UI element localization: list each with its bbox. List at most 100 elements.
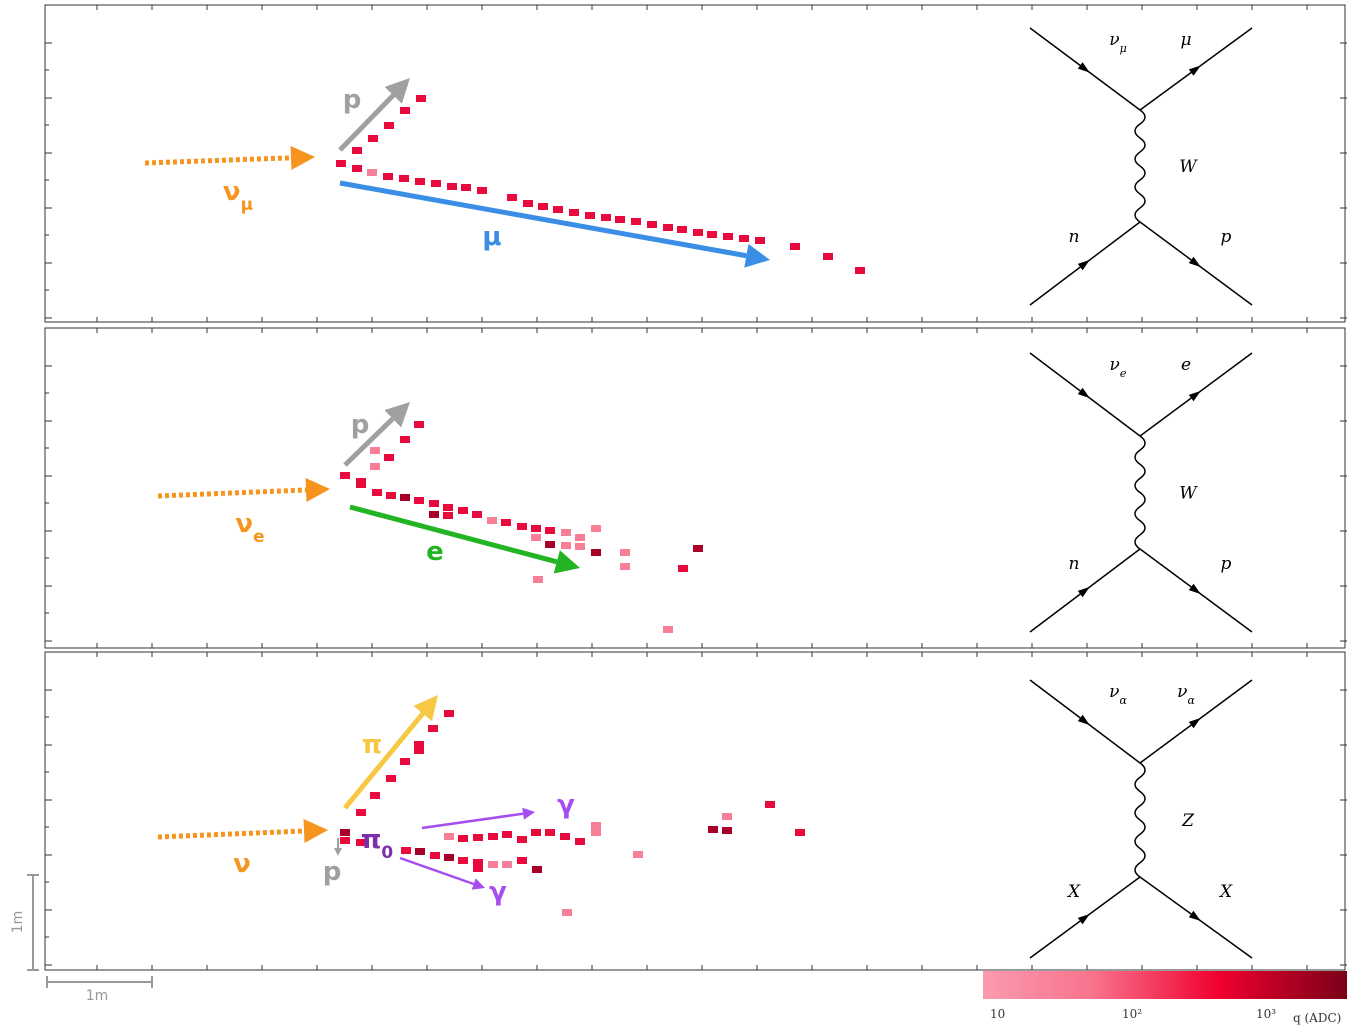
detector-hit [352,147,362,154]
detector-hit [545,527,555,534]
detector-hit [472,511,482,518]
detector-hit [615,216,625,223]
detector-hit [531,829,541,836]
particle-label-symbol: ν [235,509,253,539]
colorbar [983,971,1347,999]
detector-hit [575,543,585,550]
detector-hit [458,857,468,864]
feynman-label-subscript: α [1187,694,1195,707]
feynman-label-subscript: μ [1120,42,1127,55]
detector-hit [663,626,673,633]
particle-label: π [362,730,383,760]
colorbar-tick: 10³ [1256,1007,1276,1021]
detector-hit [383,173,393,180]
fermion-arrow [1078,62,1090,72]
detector-hit [370,792,380,799]
particle-label: p [343,85,362,115]
detector-hit [591,829,601,836]
detector-hit [444,854,454,861]
detector-hit [647,221,657,228]
detector-hit [575,534,585,541]
detector-hit [855,267,865,274]
scale-label: 1m [10,911,26,934]
detector-hit [352,165,362,172]
arrow-head [291,146,315,170]
arrow-head [306,478,330,502]
detector-hit [575,838,585,845]
track-arrow [350,507,557,562]
feynman-label: νe [1110,355,1127,380]
detector-hit [722,813,732,820]
detector-hit [400,494,410,501]
detector-hit [386,492,396,499]
fermion-arrow [1078,388,1090,398]
particle-label: p [323,857,342,887]
detector-hit [400,758,410,765]
feynman-label-symbol: ν [1110,355,1120,375]
detector-hit [722,827,732,834]
detector-hit [765,801,775,808]
detector-hit [386,775,396,782]
detector-hit [488,861,498,868]
detector-hit [356,809,366,816]
particle-label-symbol: π [361,825,382,855]
feynman-label: X [1218,882,1233,902]
fermion-arrow [1189,718,1201,728]
detector-hit [591,549,601,556]
detector-hit [384,122,394,129]
feynman-label: Z [1181,811,1195,831]
feynman-label: W [1179,484,1198,504]
feynman-label: νμ [1109,30,1127,55]
detector-hit [414,421,424,428]
feynman-label: n [1069,554,1080,574]
particle-label: π0 [361,825,393,862]
detector-hit [447,183,457,190]
detector-hit [561,542,571,549]
detector-hit [591,822,601,829]
detector-hit [384,454,394,461]
detector-hit [502,861,512,868]
arrow-head [304,819,328,843]
detector-hit [531,525,541,532]
fermion-arrow [1189,584,1201,594]
feynman-label: e [1181,355,1191,375]
detector-hit [340,472,350,479]
boson-line [1135,110,1145,222]
detector-hit [372,489,382,496]
detector-hit [461,184,471,191]
detector-hit [340,837,350,844]
particle-label-subscript: 0 [381,842,393,862]
particle-label: νe [235,509,264,546]
feynman-label: p [1221,554,1232,574]
fermion-arrow [1189,257,1201,267]
page: 10 10² 10³ q (ADC) 1m 1m νμpμνepeνπpπ0γγ… [0,0,1347,1025]
detector-hit [400,107,410,114]
detector-hit [502,831,512,838]
event-display: 10 10² 10³ q (ADC) 1m 1m νμpμνepeνπpπ0γγ… [0,0,1347,1025]
arrow-head [522,808,535,820]
detector-hit [367,169,377,176]
colorbar-label: q (ADC) [1293,1011,1341,1025]
detector-hit [415,848,425,855]
detector-hit [473,859,483,866]
panel-frame [45,5,1345,322]
arrow-head [472,878,485,889]
detector-hit [677,226,687,233]
detector-hit [707,231,717,238]
detector-hit [370,447,380,454]
feynman-label: να [1177,682,1195,707]
feynman-label: μ [1180,30,1191,50]
panel-frame [45,328,1345,648]
boson-line [1135,763,1145,877]
detector-hit [678,565,688,572]
detector-hit [533,576,543,583]
detector-hit [517,836,527,843]
detector-hit [739,235,749,242]
detector-hit [443,512,453,519]
detector-hit [429,511,439,518]
feynman-label: n [1069,227,1080,247]
feynman-label: p [1221,227,1232,247]
particle-label: γ [489,877,507,907]
arrow-head [554,550,580,573]
detector-hit [569,209,579,216]
